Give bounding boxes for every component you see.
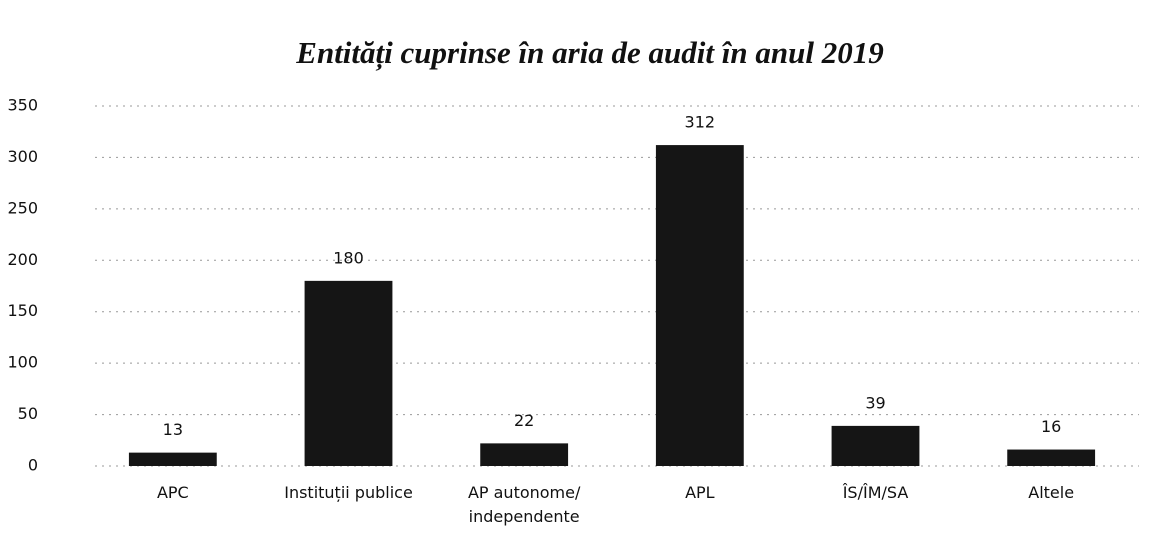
chart-title: Entități cuprinse în aria de audit în an… <box>295 35 883 71</box>
x-tick-label: ÎS/ÎM/SA <box>842 483 909 502</box>
x-tick-label: AP autonome/ independente <box>467 483 581 526</box>
data-label: 13 <box>163 420 183 439</box>
y-tick-label: 250 <box>7 198 38 217</box>
data-label: 39 <box>865 393 885 412</box>
bar <box>304 280 393 466</box>
data-label: 312 <box>685 113 716 132</box>
x-tick-label: APL <box>685 483 715 502</box>
y-tick-label: 0 <box>28 456 38 475</box>
data-label: 180 <box>333 248 364 267</box>
x-tick-label: Altele <box>1028 483 1075 502</box>
bar <box>480 443 569 466</box>
x-tick-label: Instituții publice <box>284 483 413 502</box>
y-tick-label: 200 <box>7 250 38 269</box>
bar <box>831 425 920 466</box>
x-tick-label: APC <box>156 483 189 502</box>
y-tick-label: 100 <box>7 353 38 372</box>
bar <box>1007 449 1096 466</box>
y-tick-label: 150 <box>7 301 38 320</box>
y-tick-label: 350 <box>7 96 38 115</box>
data-label: 16 <box>1041 417 1061 436</box>
bar <box>128 452 217 466</box>
y-tick-label: 50 <box>18 404 38 423</box>
y-tick-label: 300 <box>7 147 38 166</box>
data-label: 22 <box>514 411 534 430</box>
bar <box>655 145 744 467</box>
